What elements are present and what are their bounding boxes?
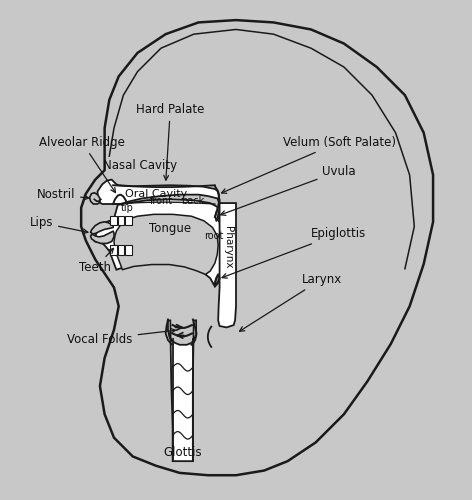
Polygon shape — [81, 20, 433, 475]
Bar — [125, 216, 132, 225]
Text: Lips: Lips — [30, 216, 88, 234]
Text: Nasal Cavity: Nasal Cavity — [103, 159, 177, 172]
Text: Vocal Folds: Vocal Folds — [67, 328, 176, 345]
Polygon shape — [98, 180, 219, 204]
Text: Larynx: Larynx — [239, 272, 342, 332]
Polygon shape — [91, 231, 114, 243]
Text: Nostril: Nostril — [37, 188, 89, 201]
Text: Alveolar Ridge: Alveolar Ridge — [39, 136, 125, 192]
Text: Hard Palate: Hard Palate — [136, 102, 204, 180]
Text: tip: tip — [121, 203, 134, 213]
Polygon shape — [168, 320, 196, 461]
Polygon shape — [94, 200, 221, 286]
Text: Teeth: Teeth — [79, 248, 113, 274]
Bar — [110, 216, 117, 225]
Text: Pharynx: Pharynx — [223, 226, 233, 269]
Text: Tongue: Tongue — [149, 222, 191, 235]
Text: Oral Cavity: Oral Cavity — [125, 188, 187, 198]
Polygon shape — [114, 214, 218, 274]
Polygon shape — [214, 274, 219, 285]
Text: Uvula: Uvula — [221, 164, 356, 216]
Polygon shape — [218, 203, 236, 328]
Polygon shape — [90, 193, 100, 204]
Text: Epiglottis: Epiglottis — [222, 227, 366, 278]
Bar — [118, 246, 124, 254]
Text: Velum (Soft Palate): Velum (Soft Palate) — [221, 136, 396, 194]
Bar — [125, 246, 132, 254]
Text: back: back — [181, 196, 204, 205]
Text: Glottis: Glottis — [163, 446, 202, 459]
Text: front: front — [149, 196, 172, 205]
Bar — [110, 246, 117, 254]
Polygon shape — [91, 222, 113, 234]
Bar — [118, 216, 124, 225]
Text: root: root — [204, 231, 224, 241]
